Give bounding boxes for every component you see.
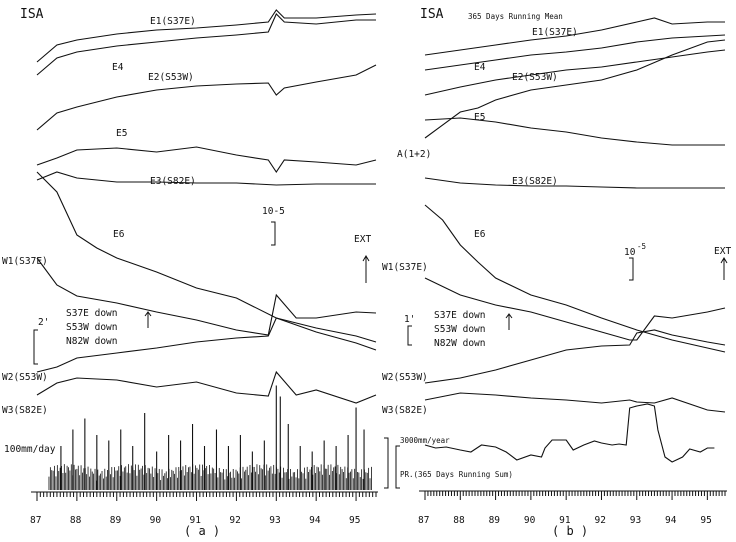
series-line-e1-s37e bbox=[424, 17, 725, 56]
series-label-e3-s82e: E3(S82E) bbox=[150, 176, 196, 187]
panel-b-strain-scale-bar bbox=[407, 325, 412, 346]
panel-a-tilt-scale-bar bbox=[271, 221, 276, 246]
series-line-e1-s37e bbox=[36, 9, 377, 63]
series-label-w1-s37e: W1(S37E) bbox=[2, 256, 48, 267]
series-line-e3-s82e bbox=[424, 177, 725, 189]
x-tick-label: 93 bbox=[269, 515, 280, 526]
panel-a-rain-bars bbox=[48, 385, 372, 490]
x-tick-label: 87 bbox=[30, 515, 41, 526]
x-tick-label: 91 bbox=[559, 515, 571, 526]
series-line-w1-s37e bbox=[36, 257, 377, 336]
panel-a: ISA E1(S37E) E4 E2(S53W) E5 E3(S82E) E6 W1(S37… bbox=[2, 7, 378, 538]
x-tick-label: 87 bbox=[418, 515, 429, 526]
series-label-e3-s82e: E3(S82E) bbox=[512, 176, 558, 187]
series-label-e6: E6 bbox=[113, 229, 125, 240]
panel-a-curves: E1(S37E) E4 E2(S53W) E5 E3(S82E) E6 W1(S37E) W2… bbox=[2, 9, 377, 416]
series-label-e1-s37e: E1(S37E) bbox=[150, 16, 196, 27]
series-label-w1-s37e: W1(S37E) bbox=[382, 262, 428, 273]
panel-b-subtitle: 365 Days Running Mean bbox=[468, 12, 563, 21]
series-label-e1-s37e: E1(S37E) bbox=[532, 27, 578, 38]
series-line-e3-s82e bbox=[36, 171, 376, 186]
series-line-e6 bbox=[424, 204, 726, 353]
series-line-w1-s37e bbox=[424, 277, 726, 341]
series-line-e2-s53w bbox=[424, 49, 726, 96]
x-tick-label: 89 bbox=[110, 515, 122, 526]
panel-b-caption: ( b ) bbox=[552, 524, 588, 538]
panel-b-ext-arrow bbox=[720, 257, 728, 280]
panel-b-tilt-scale-label: 10 bbox=[624, 247, 636, 258]
x-tick-label: 91 bbox=[190, 515, 202, 526]
series-label-e4: E4 bbox=[474, 62, 486, 73]
x-tick-label: 95 bbox=[700, 515, 711, 526]
series-label-w3-s82e: W3(S82E) bbox=[382, 405, 428, 416]
series-line-e2-s53w bbox=[36, 64, 377, 131]
rain-sum-line bbox=[424, 403, 715, 463]
panel-b-note-2: S53W down bbox=[434, 324, 485, 335]
x-tick-label: 93 bbox=[630, 515, 641, 526]
panel-a-site-title: ISA bbox=[20, 7, 44, 22]
panel-b: ISA 365 Days Running Mean E1(S37E) E4 E2(S… bbox=[382, 7, 731, 538]
series-line-e4 bbox=[424, 34, 726, 71]
panel-b-rain-label: PR.(365 Days Running Sum) bbox=[400, 470, 513, 479]
panel-b-site-title: ISA bbox=[420, 7, 444, 22]
panel-a-note-2: S53W down bbox=[66, 322, 117, 333]
series-label-e2-s53w: E2(S53W) bbox=[512, 72, 558, 83]
x-tick-label: 92 bbox=[594, 515, 605, 526]
panel-b-note-arrow bbox=[505, 313, 513, 330]
x-tick-label: 94 bbox=[665, 515, 677, 526]
panel-b-rain-scale-label: 3000mm/year bbox=[400, 436, 450, 445]
x-tick-label: 88 bbox=[453, 515, 465, 526]
series-label-a-1-2: A(1+2) bbox=[397, 149, 431, 160]
panel-b-rain-sum bbox=[395, 403, 715, 489]
rain-sum-scale-bar bbox=[395, 445, 400, 489]
series-line-e5 bbox=[36, 146, 377, 173]
x-tick-label: 90 bbox=[524, 515, 536, 526]
series-line-e4 bbox=[36, 13, 376, 76]
panel-a-caption: ( a ) bbox=[184, 524, 220, 538]
series-label-e5: E5 bbox=[474, 112, 485, 123]
panel-a-note-arrow bbox=[144, 311, 152, 328]
series-line-w3-s82e bbox=[36, 370, 377, 404]
panel-a-x-axis: 87 88 89 90 91 92 93 94 95 bbox=[30, 491, 378, 526]
panel-a-strain-scale-bar bbox=[33, 329, 38, 365]
series-label-e2-s53w: E2(S53W) bbox=[148, 72, 194, 83]
panel-a-rain-scale-label: 100mm/day bbox=[4, 444, 56, 455]
series-line-w2-s53w bbox=[424, 329, 726, 384]
series-line-a-1-2 bbox=[424, 39, 726, 139]
x-tick-label: 88 bbox=[70, 515, 82, 526]
series-label-w3-s82e: W3(S82E) bbox=[2, 405, 48, 416]
scale-markers bbox=[33, 221, 728, 489]
series-label-e5: E5 bbox=[116, 128, 127, 139]
panel-b-ext-label: EXT bbox=[714, 246, 731, 257]
series-label-e4: E4 bbox=[112, 62, 124, 73]
x-tick-label: 92 bbox=[229, 515, 240, 526]
panel-b-tilt-scale-bar bbox=[629, 257, 634, 281]
panel-b-curves: E1(S37E) E4 E2(S53W) A(1+2) E5 E3(S82E) E6 W1(S… bbox=[382, 17, 726, 416]
panel-a-ext-label: EXT bbox=[354, 234, 371, 245]
panel-a-note-3: N82W down bbox=[66, 336, 117, 347]
panel-a-ext-arrow bbox=[362, 255, 370, 283]
x-tick-label: 90 bbox=[150, 515, 162, 526]
panel-a-note-1: S37E down bbox=[66, 308, 117, 319]
x-tick-label: 89 bbox=[489, 515, 501, 526]
panel-a-tilt-scale-label: 10-5 bbox=[262, 206, 285, 217]
panel-b-strain-scale-label: 1' bbox=[404, 314, 415, 325]
series-label-e6: E6 bbox=[474, 229, 486, 240]
x-tick-label: 94 bbox=[309, 515, 321, 526]
series-line-e5 bbox=[424, 117, 725, 146]
series-line-w2-s53w bbox=[36, 317, 377, 373]
series-line-w3-s82e bbox=[424, 392, 726, 413]
series-label-w2-s53w: W2(S53W) bbox=[382, 372, 428, 383]
x-tick-label: 95 bbox=[349, 515, 360, 526]
panel-b-tilt-scale-exponent: -5 bbox=[637, 242, 646, 251]
panel-b-note-1: S37E down bbox=[434, 310, 485, 321]
panel-a-strain-scale-label: 2' bbox=[38, 317, 49, 328]
panel-b-x-axis: 87 88 89 90 91 92 93 94 95 bbox=[418, 490, 727, 526]
panel-b-note-3: N82W down bbox=[434, 338, 485, 349]
panel-a-rain-scale-bar bbox=[384, 437, 389, 489]
series-line-e6 bbox=[36, 171, 377, 351]
series-label-w2-s53w: W2(S53W) bbox=[2, 372, 48, 383]
